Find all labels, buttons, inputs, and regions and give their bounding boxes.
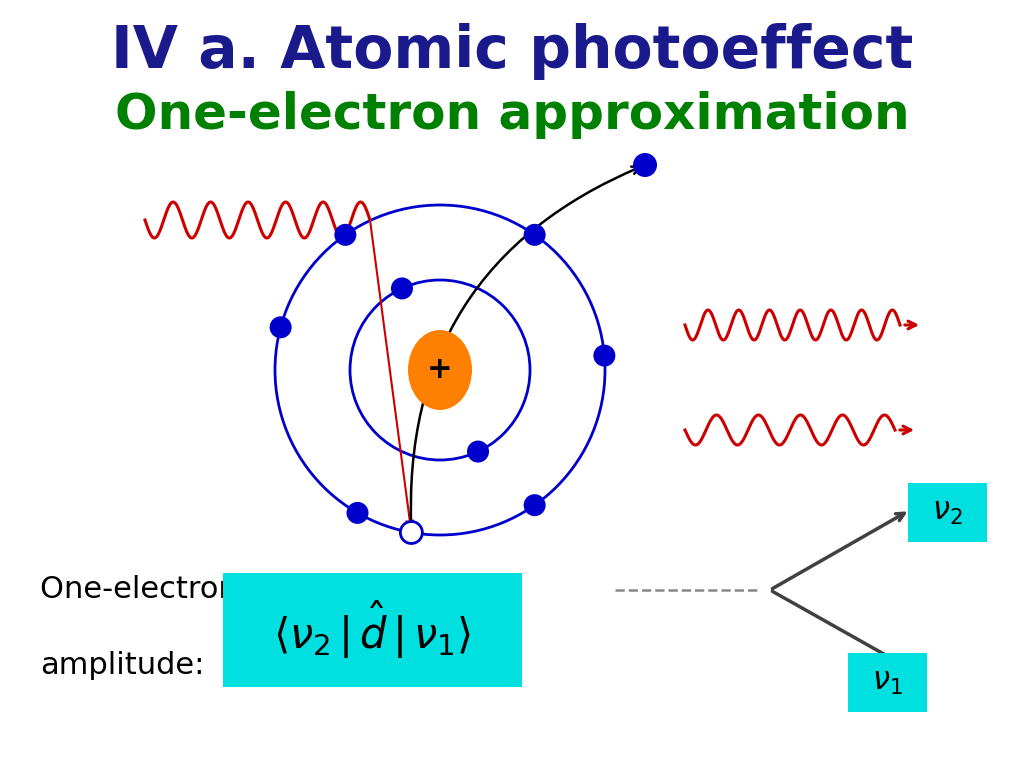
Circle shape	[523, 223, 546, 246]
FancyBboxPatch shape	[223, 573, 522, 687]
FancyBboxPatch shape	[908, 483, 987, 542]
Text: +: +	[427, 356, 453, 385]
Circle shape	[391, 277, 413, 300]
Circle shape	[346, 502, 369, 524]
Circle shape	[593, 345, 615, 366]
Circle shape	[335, 223, 356, 246]
Text: $\langle\nu_2\,|\,\hat{d}\,|\,\nu_1\rangle$: $\langle\nu_2\,|\,\hat{d}\,|\,\nu_1\rang…	[273, 599, 472, 661]
Text: One-electron photoionization: One-electron photoionization	[40, 575, 483, 604]
Text: One-electron approximation: One-electron approximation	[115, 91, 909, 139]
Text: $\nu_2$: $\nu_2$	[932, 498, 963, 527]
Circle shape	[523, 494, 546, 516]
Circle shape	[269, 316, 292, 338]
FancyBboxPatch shape	[848, 653, 927, 712]
Text: amplitude:: amplitude:	[40, 650, 205, 680]
Text: IV a. Atomic photoeffect: IV a. Atomic photoeffect	[111, 24, 913, 81]
Text: $\nu_1$: $\nu_1$	[872, 668, 903, 697]
Circle shape	[633, 153, 657, 177]
Ellipse shape	[408, 330, 472, 410]
Circle shape	[467, 441, 489, 462]
Circle shape	[400, 521, 422, 544]
